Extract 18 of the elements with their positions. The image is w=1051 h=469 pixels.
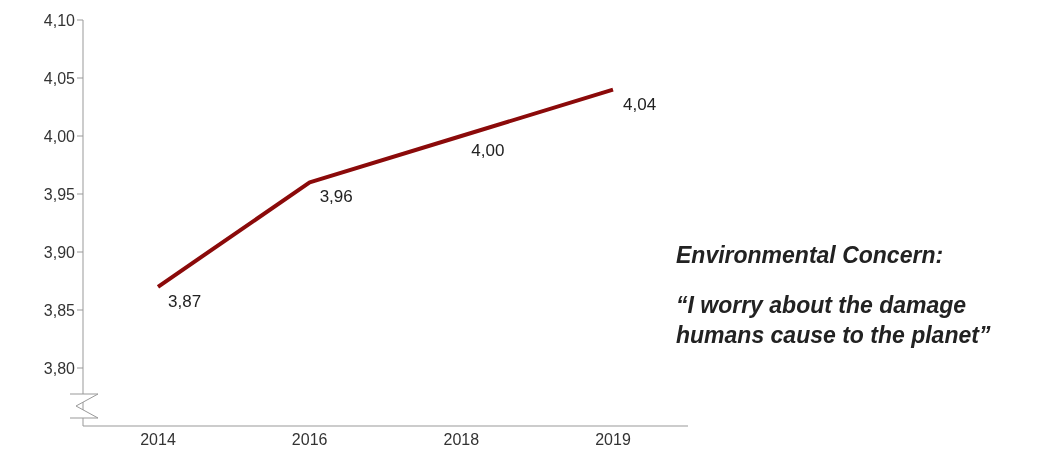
y-tick-label: 4,05	[43, 69, 76, 87]
line-series	[156, 87, 615, 289]
data-label: 4,04	[623, 94, 657, 114]
annotation: Environmental Concern:	[676, 241, 945, 270]
data-label: 3,96	[319, 187, 353, 207]
x-tick-label: 2019	[595, 431, 631, 449]
y-tick-label: 4,00	[43, 127, 76, 145]
y-tick-label: 3,85	[43, 301, 76, 319]
y-tick-label: 3,90	[43, 243, 76, 261]
data-label: 4,00	[471, 141, 505, 160]
annotation: “I worry about the damage humans cause to the planet”	[676, 291, 992, 350]
data-label: 3,87	[168, 291, 202, 311]
y-tick-label: 3,95	[43, 185, 76, 203]
x-tick-label: 2016	[291, 431, 328, 449]
y-tick-label: 3,80	[43, 359, 76, 377]
y-tick-label: 4,10	[43, 11, 76, 29]
x-tick-label: 2018	[443, 431, 480, 449]
x-tick-label: 2014	[140, 431, 176, 449]
